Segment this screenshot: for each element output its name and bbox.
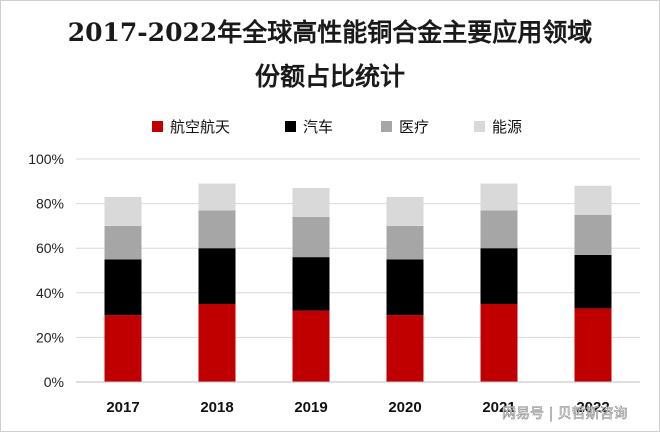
y-tick-label: 100% (28, 151, 64, 167)
bar-segment (198, 183, 236, 211)
x-tick-label: 2017 (106, 399, 139, 416)
bar-segment (292, 257, 330, 311)
chart-title-line2: 份额占比统计 (254, 62, 405, 91)
y-tick-label: 40% (36, 285, 64, 301)
bar-segment (386, 225, 424, 260)
x-tick-label: 2020 (388, 399, 421, 416)
bar-segment (386, 196, 424, 226)
bar-segment (386, 315, 424, 382)
bar-segment (574, 185, 612, 215)
bar-segment (480, 248, 518, 304)
x-tick-label: 2018 (200, 399, 233, 416)
y-tick-label: 20% (36, 329, 64, 345)
chart-title-line1: 2017-2022年全球高性能铜合金主要应用领域 (67, 18, 593, 47)
bar-segment (480, 210, 518, 249)
x-tick-label: 2022 (576, 399, 609, 416)
x-tick-label: 2019 (294, 399, 327, 416)
legend-label: 汽车 (303, 118, 333, 136)
y-tick-label: 80% (36, 196, 64, 212)
legend-swatch (381, 121, 392, 132)
bar-segment (292, 187, 330, 217)
bar-segment (480, 303, 518, 382)
legend-label: 能源 (492, 118, 522, 136)
bar-segment (104, 225, 142, 260)
bar-segment (198, 210, 236, 249)
bar-segment (574, 254, 612, 309)
x-tick-label: 2021 (482, 399, 515, 416)
legend-swatch (285, 121, 296, 132)
bar-segment (104, 315, 142, 382)
legend-label: 航空航天 (170, 118, 230, 136)
bar-segment (386, 259, 424, 316)
watermark: 网易号 | 贝哲斯咨询 (502, 406, 628, 422)
bar-segment (292, 216, 330, 258)
bar-segment (574, 214, 612, 255)
y-tick-label: 60% (36, 240, 64, 256)
bar-segment (104, 259, 142, 316)
bar-segment (198, 248, 236, 304)
y-tick-label: 0% (44, 374, 64, 390)
legend-swatch (474, 121, 485, 132)
bar-segment (292, 310, 330, 382)
bar-segment (574, 308, 612, 382)
bar-segment (104, 196, 142, 226)
bar-segment (480, 183, 518, 211)
legend-label: 医疗 (399, 118, 429, 136)
legend-swatch (152, 121, 163, 132)
bar-segment (198, 303, 236, 382)
